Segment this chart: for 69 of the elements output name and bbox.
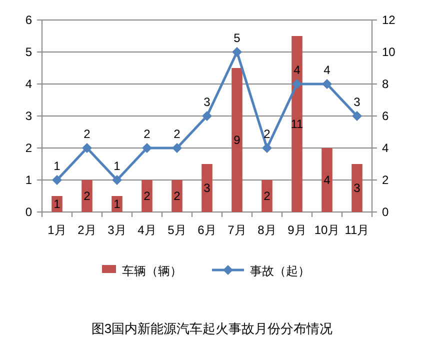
y-tick-label: 0: [25, 205, 32, 219]
data-label: 3: [354, 95, 361, 109]
x-tick-label: 11月: [344, 223, 370, 237]
y-tick-label: 5: [25, 45, 32, 59]
bar: [292, 36, 302, 212]
point: [352, 111, 362, 121]
y-tick-label: 1: [25, 173, 32, 187]
legend-label: 车辆（辆）: [122, 264, 182, 278]
x-tick-label: 7月: [228, 223, 246, 237]
point: [322, 79, 332, 89]
data-label: 4: [324, 173, 331, 187]
x-tick-label: 8月: [258, 223, 276, 237]
y2-tick-label: 10: [382, 45, 396, 59]
data-label: 3: [354, 181, 361, 195]
y2-tick-label: 8: [382, 77, 389, 91]
bar: [262, 180, 272, 212]
data-label: 9: [234, 133, 241, 147]
point: [142, 143, 152, 153]
data-label: 1: [114, 159, 121, 173]
y2-tick-label: 0: [382, 205, 389, 219]
point: [202, 111, 212, 121]
data-label: 2: [84, 189, 91, 203]
y2-tick-label: 4: [382, 141, 389, 155]
data-label: 2: [174, 127, 181, 141]
point: [172, 143, 182, 153]
y2-tick-label: 2: [382, 173, 389, 187]
data-label: 5: [234, 31, 241, 45]
y-tick-label: 3: [25, 109, 32, 123]
x-tick-label: 9月: [288, 223, 306, 237]
data-label: 4: [294, 63, 301, 77]
point: [262, 143, 272, 153]
point: [82, 143, 92, 153]
x-tick-label: 1月: [48, 223, 66, 237]
data-label: 1: [54, 159, 61, 173]
data-label: 3: [204, 95, 211, 109]
text: 图3国内新能源汽车起火事故月份分布情况: [91, 321, 333, 336]
bar: [352, 164, 362, 212]
x-tick-label: 5月: [168, 223, 186, 237]
y2-tick-label: 6: [382, 109, 389, 123]
data-label: 2: [264, 189, 271, 203]
x-tick-label: 4月: [138, 223, 156, 237]
data-label: 3: [204, 181, 211, 195]
point: [52, 175, 62, 185]
point: [292, 79, 302, 89]
bar: [232, 68, 242, 212]
data-label: 2: [264, 127, 271, 141]
data-label: 1: [114, 197, 121, 211]
point: [232, 47, 242, 57]
data-label: 2: [144, 189, 151, 203]
y-tick-label: 6: [25, 13, 32, 27]
data-label: 1: [54, 197, 61, 211]
point: [112, 175, 122, 185]
data-label: 2: [174, 189, 181, 203]
bar: [82, 180, 92, 212]
y-tick-label: 4: [25, 77, 32, 91]
legend-label: 事故（起）: [250, 264, 310, 278]
x-tick-label: 2月: [78, 223, 96, 237]
data-label: 2: [84, 127, 91, 141]
y-tick-label: 2: [25, 141, 32, 155]
data-label: 4: [324, 63, 331, 77]
bar: [202, 164, 212, 212]
bar: [172, 180, 182, 212]
bar: [142, 180, 152, 212]
bar: [322, 148, 332, 212]
data-label: 2: [144, 127, 151, 141]
y2-tick-label: 12: [382, 13, 396, 27]
x-tick-label: 6月: [198, 223, 216, 237]
x-tick-label: 3月: [108, 223, 126, 237]
x-tick-label: 10月: [314, 223, 340, 237]
